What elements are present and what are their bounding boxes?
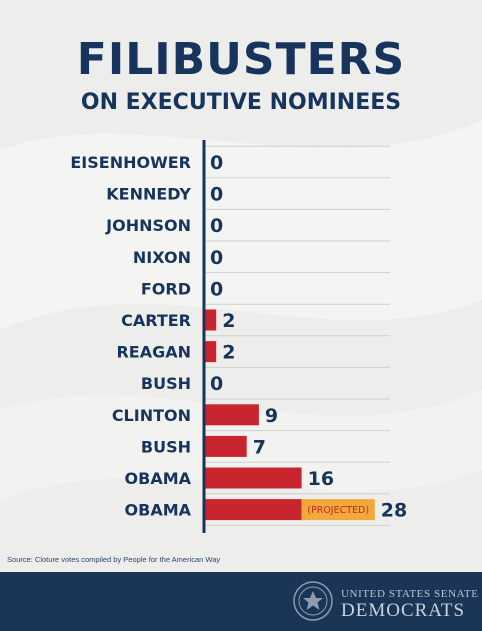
- source-note: Source: Cloture votes compiled by People…: [7, 555, 221, 564]
- bar: [204, 309, 217, 331]
- category-label: FORD: [141, 279, 191, 298]
- bar: [204, 499, 302, 521]
- value-label: 7: [253, 436, 266, 458]
- bar: [204, 404, 259, 426]
- value-label: 28: [381, 500, 407, 522]
- value-label: 0: [210, 373, 223, 395]
- chart-title: FILIBUSTERS: [76, 34, 406, 85]
- value-label: 2: [222, 342, 235, 364]
- category-label: EISENHOWER: [70, 153, 191, 172]
- projected-bar: [301, 499, 375, 521]
- category-label: REAGAN: [116, 343, 191, 362]
- footer-bar: UNITED STATES SENATE DEMOCRATS: [0, 572, 482, 631]
- category-label: CLINTON: [112, 406, 191, 425]
- category-label: BUSH: [141, 374, 191, 393]
- senate-seal-icon: [293, 581, 333, 621]
- org-name-line2: DEMOCRATS: [341, 600, 466, 621]
- category-label: BUSH: [141, 437, 191, 456]
- category-label: NIXON: [133, 248, 191, 267]
- projected-label: (PROJECTED): [307, 505, 369, 516]
- value-label: 0: [210, 278, 223, 300]
- bar: [204, 341, 217, 363]
- value-label: 9: [265, 405, 278, 427]
- value-label: 16: [308, 468, 334, 490]
- value-label: 0: [210, 184, 223, 206]
- category-label: OBAMA: [125, 469, 192, 488]
- value-label: 0: [210, 247, 223, 269]
- value-label: 2: [222, 310, 235, 332]
- category-label: JOHNSON: [105, 216, 191, 235]
- value-label: 0: [210, 215, 223, 237]
- category-label: CARTER: [121, 311, 191, 330]
- bar: [204, 435, 247, 457]
- value-label: 0: [210, 152, 223, 174]
- chart-subtitle: ON EXECUTIVE NOMINEES: [80, 90, 402, 115]
- bar: [204, 467, 302, 489]
- org-name-line1: UNITED STATES SENATE: [341, 588, 479, 600]
- category-label: OBAMA: [125, 501, 192, 520]
- category-label: KENNEDY: [106, 185, 191, 204]
- bar-chart: EISENHOWER 0 KENNEDY 0 JOHNSON 0 NIXON 0 FORD 0 CA…: [70, 140, 407, 533]
